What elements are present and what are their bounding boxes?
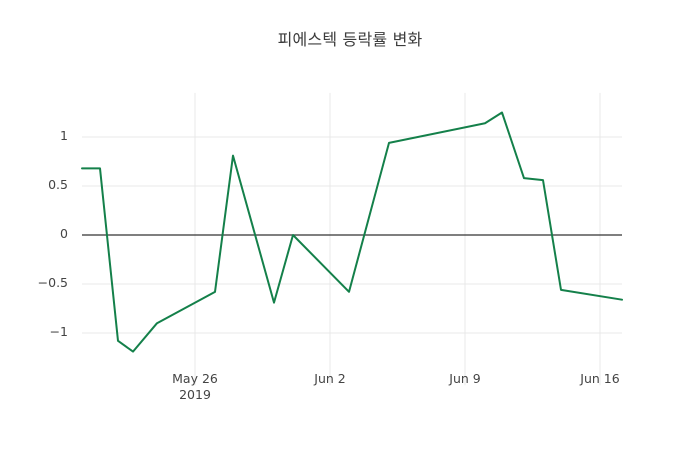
data-series-line: [81, 111, 623, 353]
x-tick-main-3: Jun 16: [580, 371, 620, 386]
x-tick-label-2: Jun 9: [410, 371, 520, 387]
x-tick-label-1: Jun 2: [275, 371, 385, 387]
x-tick-label-3: Jun 16: [545, 371, 655, 387]
vertical-gridlines: [194, 92, 601, 386]
x-tick-main-2: Jun 9: [449, 371, 481, 386]
y-tick-label-4: −1: [49, 324, 68, 339]
x-tick-main-0: May 26: [172, 371, 218, 386]
x-tick-label-0: May 26 2019: [140, 371, 250, 403]
x-tick-sub-0: 2019: [179, 387, 211, 402]
x-tick-main-1: Jun 2: [314, 371, 346, 386]
y-tick-label-0: 1: [60, 128, 68, 143]
y-tick-label-2: 0: [60, 226, 68, 241]
series-line: [81, 111, 623, 353]
y-tick-label-3: −0.5: [37, 275, 68, 290]
page-title: 피에스텍 등락률 변화: [277, 30, 423, 49]
y-tick-label-1: 0.5: [48, 177, 68, 192]
